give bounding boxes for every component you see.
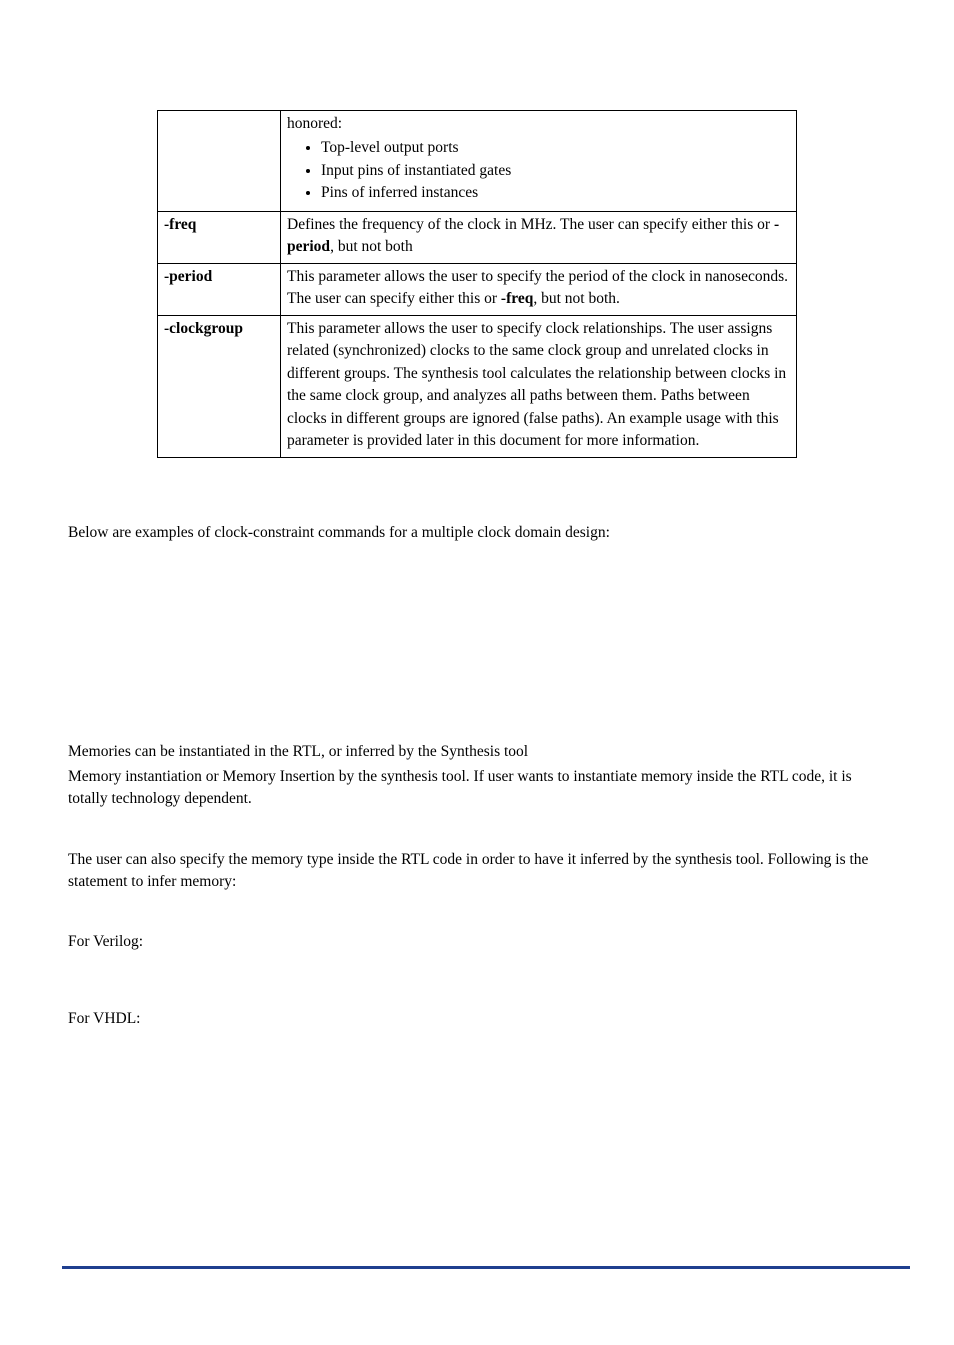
footer-rule xyxy=(62,1266,910,1269)
list-item: Input pins of instantiated gates xyxy=(321,160,790,182)
desc-text-post: , but not both xyxy=(330,238,413,255)
desc-text-bold: -freq xyxy=(501,290,533,307)
document-page: honored: Top-level output ports Input pi… xyxy=(0,110,954,1345)
param-name-cell: -period xyxy=(158,263,281,315)
desc-lead: honored: xyxy=(287,115,342,132)
memories-paragraph-1: Memories can be instantiated in the RTL,… xyxy=(68,741,886,763)
param-desc-cell: This parameter allows the user to specif… xyxy=(281,263,797,315)
table-row: -clockgroup This parameter allows the us… xyxy=(158,315,797,457)
param-desc-cell: honored: Top-level output ports Input pi… xyxy=(281,111,797,212)
list-item: Top-level output ports xyxy=(321,137,790,159)
vhdl-label: For VHDL: xyxy=(68,1008,886,1030)
memories-paragraph-2: Memory instantiation or Memory Insertion… xyxy=(68,766,886,809)
bullet-list: Top-level output ports Input pins of ins… xyxy=(287,137,790,204)
table-row: -freq Defines the frequency of the clock… xyxy=(158,211,797,263)
param-name-cell: -clockgroup xyxy=(158,315,281,457)
param-name-cell: -freq xyxy=(158,211,281,263)
desc-text-pre: Defines the frequency of the clock in MH… xyxy=(287,216,774,233)
table-row: -period This parameter allows the user t… xyxy=(158,263,797,315)
infer-paragraph: The user can also specify the memory typ… xyxy=(68,849,886,892)
param-desc-cell: This parameter allows the user to specif… xyxy=(281,315,797,457)
desc-text-post: , but not both. xyxy=(533,290,620,307)
table-row: honored: Top-level output ports Input pi… xyxy=(158,111,797,212)
param-desc-cell: Defines the frequency of the clock in MH… xyxy=(281,211,797,263)
parameters-table: honored: Top-level output ports Input pi… xyxy=(157,110,797,458)
intro-paragraph: Below are examples of clock-constraint c… xyxy=(68,522,886,544)
list-item: Pins of inferred instances xyxy=(321,182,790,204)
param-name-cell xyxy=(158,111,281,212)
verilog-label: For Verilog: xyxy=(68,931,886,953)
